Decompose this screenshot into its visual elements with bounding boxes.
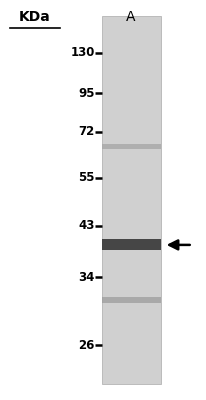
Text: KDa: KDa <box>19 10 51 24</box>
Text: 43: 43 <box>78 219 95 232</box>
Text: 55: 55 <box>78 172 95 184</box>
Bar <box>102 297 161 303</box>
Text: A: A <box>126 10 136 24</box>
Text: 26: 26 <box>78 339 95 352</box>
Text: 95: 95 <box>78 87 95 100</box>
Bar <box>102 16 161 384</box>
Text: 72: 72 <box>78 126 95 138</box>
Text: 34: 34 <box>78 271 95 284</box>
Bar <box>102 144 161 149</box>
Bar <box>102 239 161 250</box>
Text: 130: 130 <box>70 46 95 59</box>
